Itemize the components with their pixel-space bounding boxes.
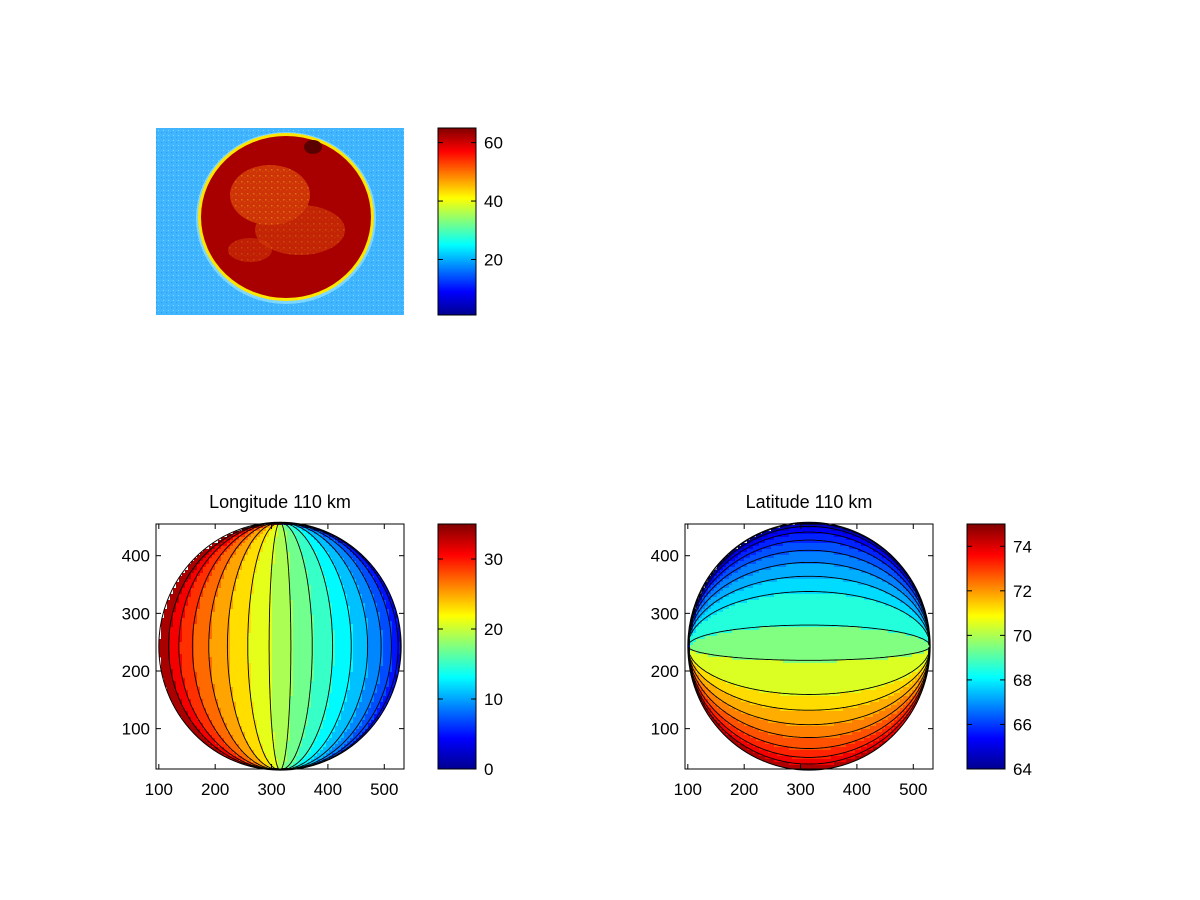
y-tick-label: 100 — [122, 720, 150, 739]
colorbar-tick-label: 20 — [484, 620, 503, 639]
colorbar-gradient — [966, 523, 1006, 770]
disk-outline — [687, 521, 931, 771]
y-tick-label: 100 — [651, 720, 679, 739]
colorbar-gradient — [437, 523, 477, 770]
colorbar-tick-label: 30 — [484, 550, 503, 569]
x-tick-label: 500 — [899, 780, 927, 799]
image-panel: 20 40 60 — [156, 127, 503, 316]
axes-box — [684, 523, 934, 770]
y-tick-label: 300 — [651, 604, 679, 623]
x-tick-label: 100 — [145, 780, 173, 799]
disk-outline — [158, 521, 402, 771]
latitude-plot: 100 200 300 400 500 100 200 300 400 — [651, 521, 934, 799]
x-tick-label: 400 — [843, 780, 871, 799]
colorbar-tick-label: 40 — [484, 192, 503, 211]
x-tick-label: 400 — [314, 780, 342, 799]
y-tick-label: 400 — [122, 547, 150, 566]
colorbar-tick-label: 20 — [484, 250, 503, 269]
colorbar-tick-label: 68 — [1013, 671, 1032, 690]
x-tick-label: 200 — [201, 780, 229, 799]
y-tick-label: 200 — [122, 662, 150, 681]
longitude-plot: 100 200 300 400 500 100 200 300 400 — [122, 521, 405, 799]
y-tick-label: 300 — [122, 604, 150, 623]
colorbar-tick-label: 74 — [1013, 537, 1032, 556]
x-tick-label: 300 — [257, 780, 285, 799]
longitude-title: Longitude 110 km — [209, 492, 351, 512]
axes-box — [155, 523, 405, 770]
image-disk-speckle — [228, 165, 345, 262]
colorbar-tick-label: 66 — [1013, 715, 1032, 734]
y-tick-label: 200 — [651, 662, 679, 681]
colorbar-longitude: 0 10 20 30 — [437, 523, 503, 779]
colorbar-tick-label: 64 — [1013, 760, 1032, 779]
colorbar-tick-label: 0 — [484, 760, 493, 779]
colorbar-tick-label: 10 — [484, 690, 503, 709]
disk-fill — [158, 522, 402, 771]
x-tick-label: 200 — [730, 780, 758, 799]
x-tick-label: 300 — [786, 780, 814, 799]
y-tick-label: 400 — [651, 547, 679, 566]
longitude-panel: Longitude 110 km 100 200 300 400 50010020030… — [122, 492, 503, 799]
colorbar-latitude: 64 66 68 70 72 74 — [966, 523, 1032, 779]
x-tick-label: 100 — [674, 780, 702, 799]
colorbar-image: 20 40 60 — [437, 127, 503, 316]
colorbar-tick-label: 70 — [1013, 626, 1032, 645]
image-dark-spot — [304, 140, 322, 154]
colorbar-tick-label: 60 — [484, 134, 503, 153]
latitude-panel: Latitude 110 km 100 200 300 400 500 100 200 300… — [651, 492, 1032, 799]
colorbar-gradient — [437, 127, 477, 316]
latitude-title: Latitude 110 km — [746, 492, 873, 512]
colorbar-tick-label: 72 — [1013, 582, 1032, 601]
x-tick-label: 500 — [370, 780, 398, 799]
